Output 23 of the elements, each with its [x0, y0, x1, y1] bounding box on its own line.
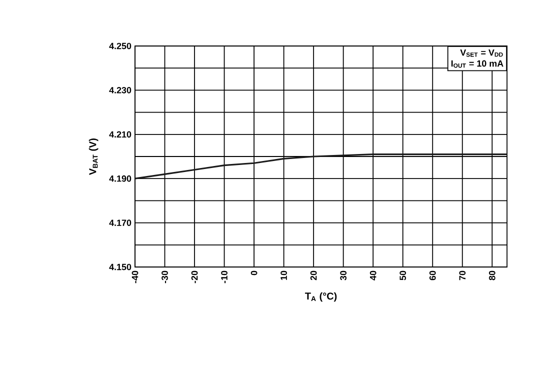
y-tick-label: 4.190 — [109, 175, 132, 182]
x-tick-label: 30 — [340, 270, 346, 280]
y-tick-label: 4.250 — [109, 42, 132, 50]
x-tick-label: -30 — [162, 270, 168, 284]
x-axis-title: T$_{A}$ (°C) — [305, 292, 337, 302]
y-tick-label: 4.230 — [109, 87, 132, 94]
annotation: I$_{OUT}$ = 10 mA — [451, 60, 504, 68]
x-tick-label: 60 — [429, 270, 436, 280]
x-tick-label: -10 — [221, 270, 228, 284]
x-tick-label: 50 — [400, 270, 406, 280]
annotation: V$_{SET}$ = V$_{DD}$ — [460, 49, 503, 57]
x-tick-label: 20 — [310, 270, 317, 280]
x-tick-label: -20 — [191, 270, 198, 284]
x-tick-label: 80 — [488, 270, 496, 280]
x-tick-label: -40 — [132, 270, 138, 284]
x-tick-label: 70 — [459, 270, 466, 280]
y-axis-title: V$_{BAT}$ (V) — [88, 138, 98, 175]
y-tick-label: 4.170 — [109, 220, 132, 226]
x-tick-label: 0 — [250, 270, 258, 276]
x-tick-label: 10 — [280, 270, 287, 280]
x-tick-label: 40 — [370, 270, 376, 280]
y-tick-label: 4.210 — [109, 131, 132, 138]
y-tick-label: 4.150 — [109, 264, 132, 270]
